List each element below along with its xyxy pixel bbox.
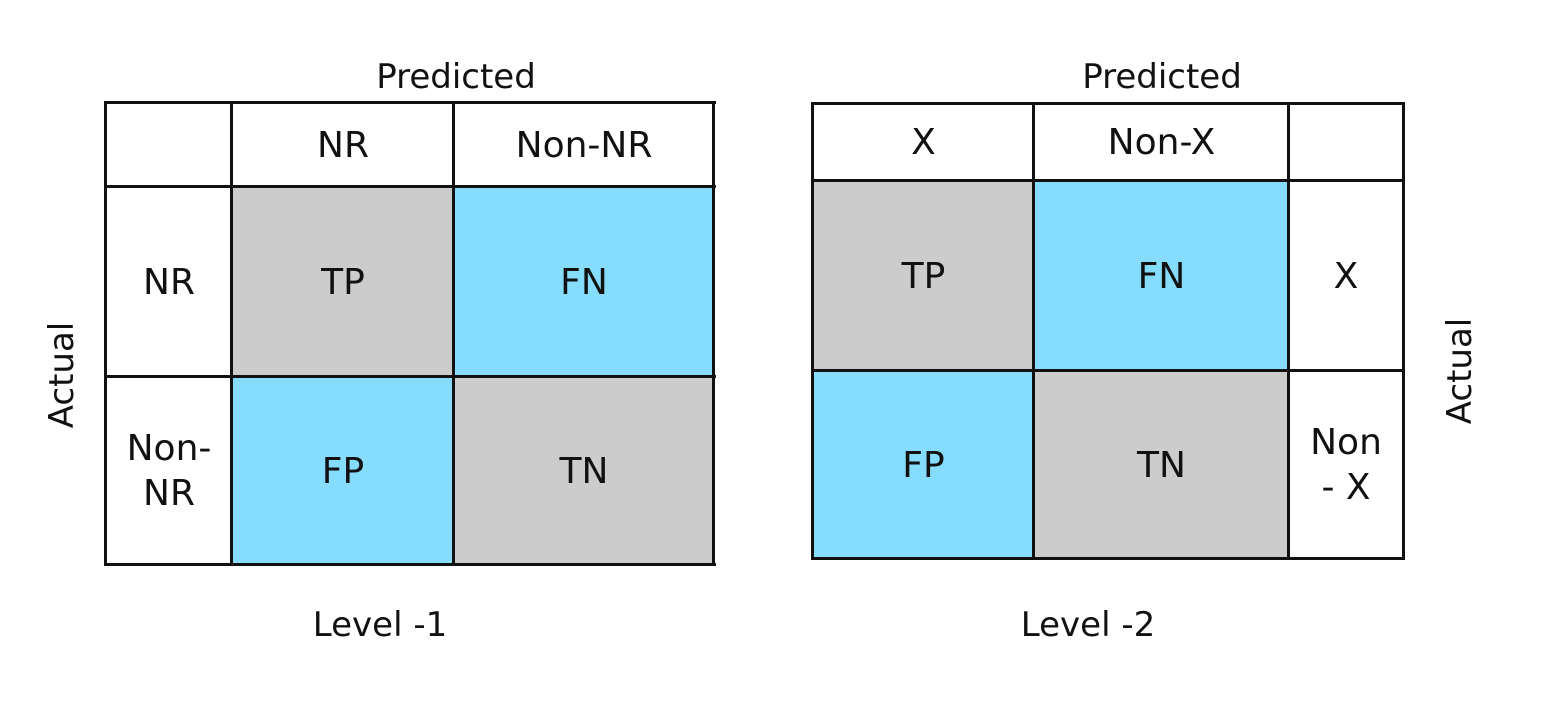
level2-cell-tn: TN	[1034, 371, 1289, 559]
level1-row-header-non-nr: Non- NR	[106, 377, 232, 565]
level1-cell-fp: FP	[232, 377, 454, 565]
level1-predicted-label: Predicted	[376, 57, 536, 97]
level1-grid-line	[104, 375, 716, 378]
level1-cell-fn: FN	[454, 187, 714, 377]
level2-cell-fn: FN	[1034, 181, 1289, 371]
level2-row-header-non-x-text: Non - X	[1310, 422, 1382, 508]
level1-grid-line	[104, 101, 716, 104]
level2-grid-line	[1402, 102, 1405, 560]
level2-predicted-label: Predicted	[1082, 57, 1242, 97]
level1-grid-line	[104, 563, 716, 566]
level2-col-header-non-x: Non-X	[1034, 104, 1289, 181]
level1-col-header-nr: NR	[232, 103, 454, 187]
level2-row-header-x: X	[1289, 181, 1403, 371]
level2-grid-line	[811, 179, 1405, 182]
level2-level-label: Level -2	[1020, 605, 1156, 645]
level2-grid-line	[811, 557, 1405, 560]
level1-grid-line	[104, 101, 107, 566]
level2-row-header-non-x: Non - X	[1289, 371, 1403, 559]
level2-grid-line	[1032, 102, 1035, 560]
level1-row-header-non-nr-text: Non- NR	[126, 428, 212, 514]
level2-actual-label: Actual	[1440, 317, 1480, 425]
level1-actual-label: Actual	[42, 321, 82, 429]
level2-grid-line	[811, 369, 1405, 372]
level1-cell-tn: TN	[454, 377, 714, 565]
level2-grid-line	[1287, 102, 1290, 560]
level2-grid-line	[811, 102, 814, 560]
level1-level-label: Level -1	[312, 605, 448, 645]
level2-cell-tp: TP	[813, 181, 1034, 371]
level2-corner-cell	[1289, 104, 1403, 181]
level2-grid-line	[811, 102, 1405, 105]
level1-grid-line	[712, 101, 715, 566]
level2-col-header-x: X	[813, 104, 1034, 181]
level1-cell-tp: TP	[232, 187, 454, 377]
level1-grid-line	[230, 101, 233, 566]
level2-cell-fp: FP	[813, 371, 1034, 559]
level1-corner-cell	[106, 103, 232, 187]
level1-col-header-non-nr: Non-NR	[454, 103, 714, 187]
level1-grid-line	[104, 185, 716, 188]
level1-grid-line	[452, 101, 455, 566]
level1-row-header-nr: NR	[106, 187, 232, 377]
